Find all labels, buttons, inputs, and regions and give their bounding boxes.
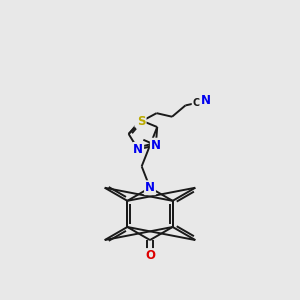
Text: N: N: [151, 139, 161, 152]
Text: N: N: [135, 114, 146, 127]
Text: C: C: [193, 98, 200, 108]
Text: N: N: [201, 94, 211, 107]
Text: S: S: [137, 115, 146, 128]
Text: N: N: [133, 143, 143, 156]
Text: N: N: [145, 181, 155, 194]
Text: O: O: [145, 249, 155, 262]
